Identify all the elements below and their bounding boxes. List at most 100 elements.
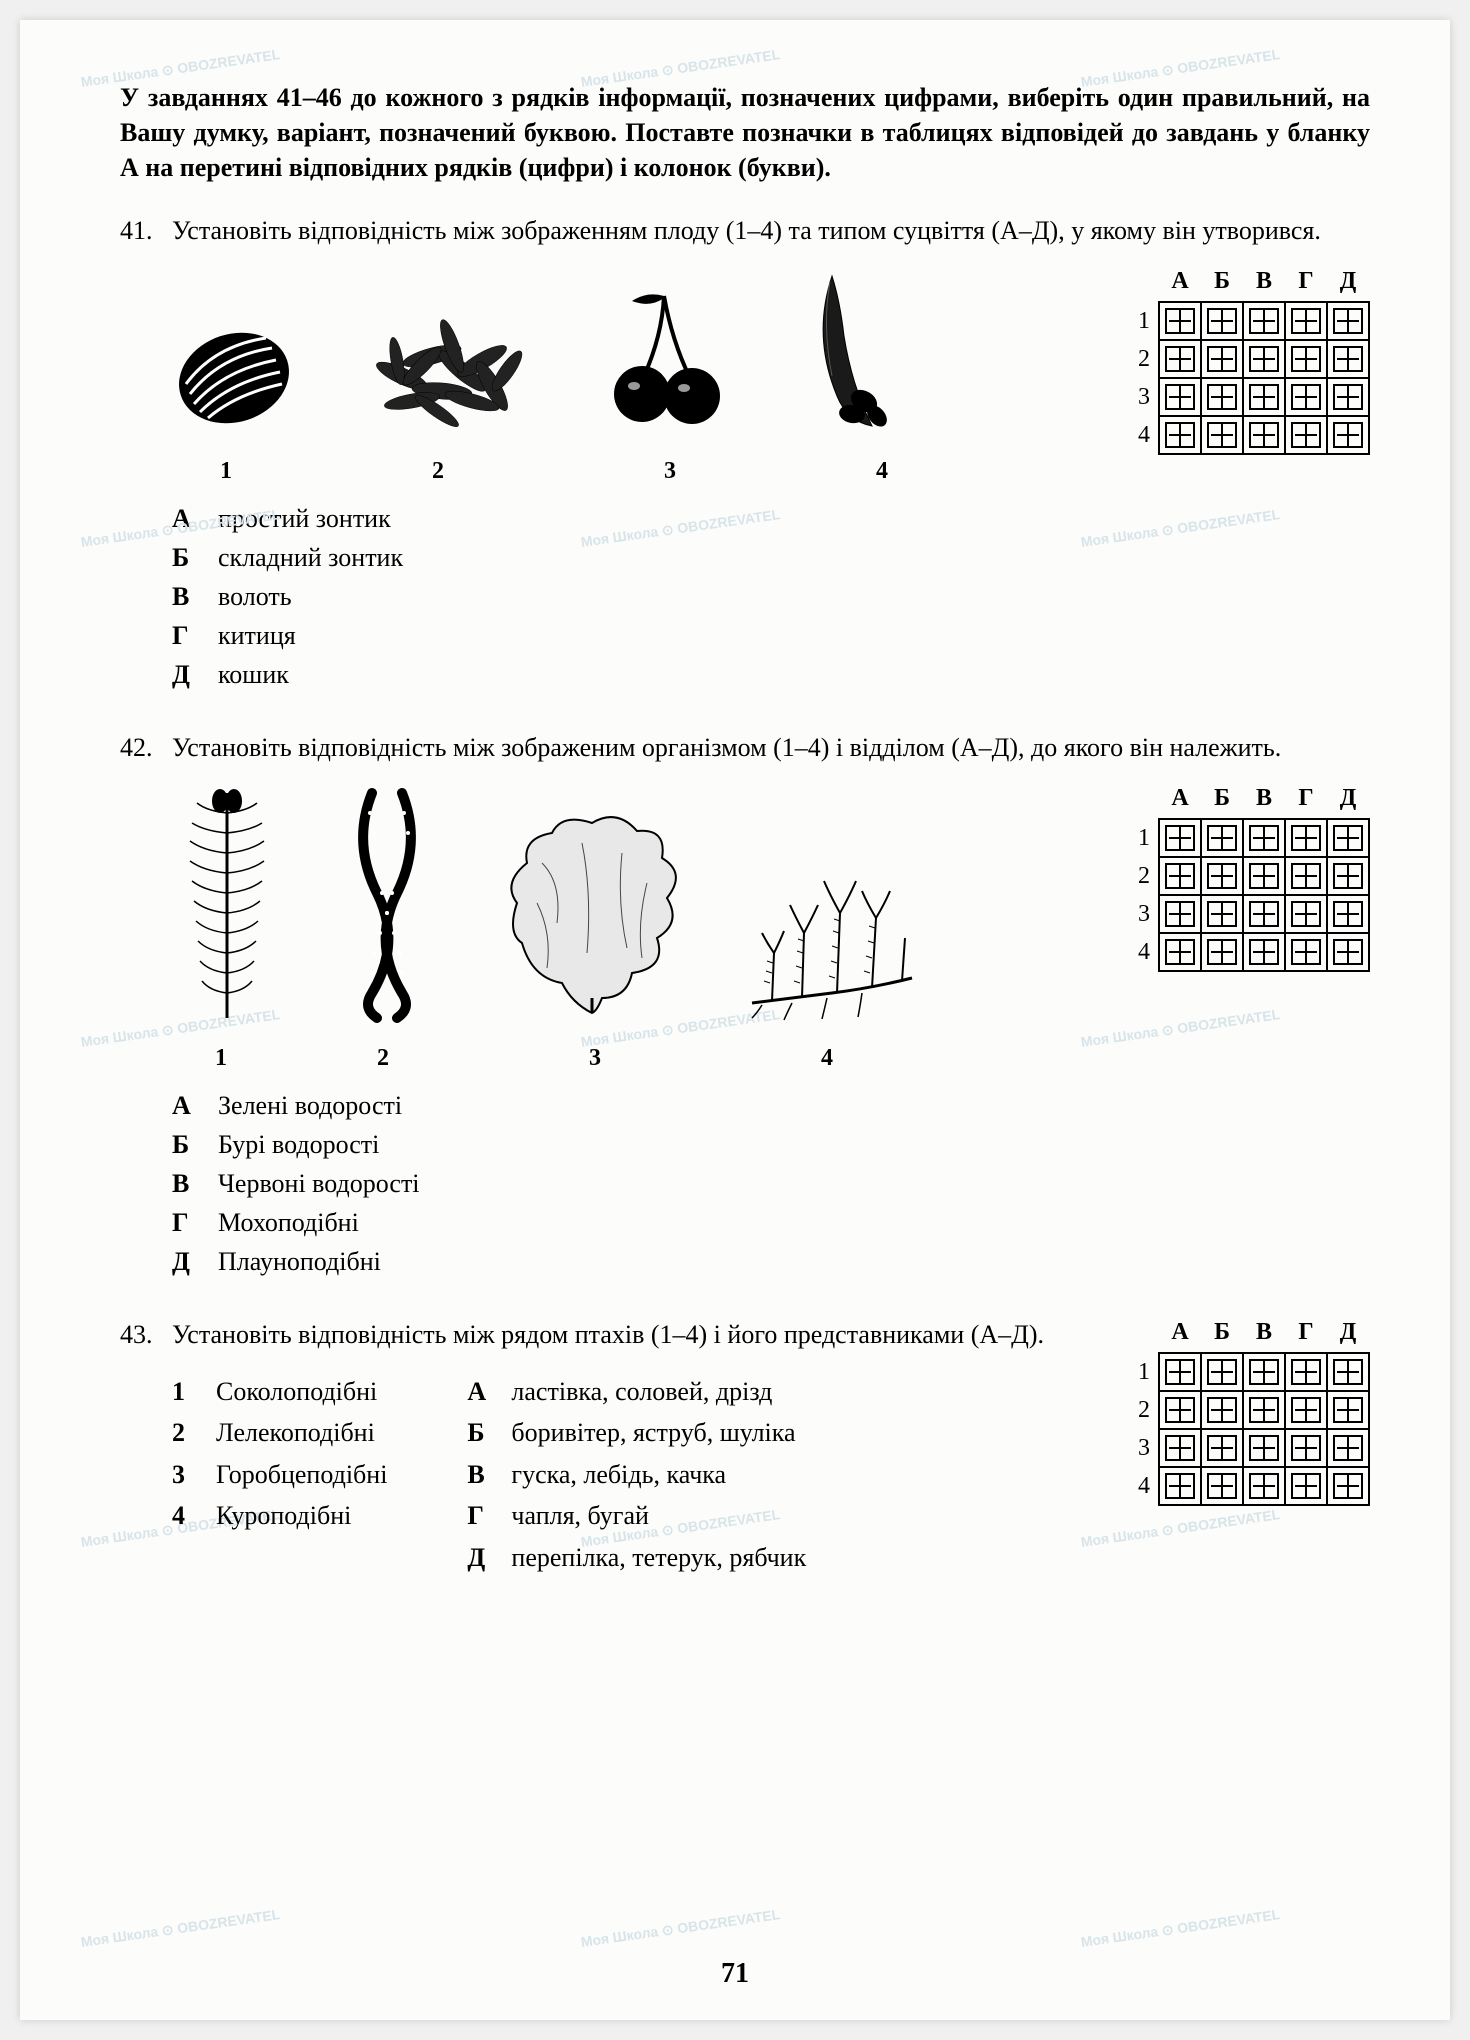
grid-row: 3 — [1138, 1429, 1159, 1467]
q41-img-4 — [782, 266, 912, 448]
grid-cell[interactable] — [1327, 340, 1369, 378]
grid-cell[interactable] — [1243, 819, 1285, 857]
grid-cell[interactable] — [1159, 1429, 1201, 1467]
grid-cell[interactable] — [1327, 378, 1369, 416]
grid-cell[interactable] — [1201, 1353, 1243, 1391]
grid-cell[interactable] — [1159, 895, 1201, 933]
grid-cell[interactable] — [1285, 895, 1327, 933]
grid-cell[interactable] — [1243, 1353, 1285, 1391]
bean-pod-icon — [782, 266, 912, 436]
grid-cell[interactable] — [1327, 819, 1369, 857]
grid-cell[interactable] — [1201, 1429, 1243, 1467]
grid-cell[interactable] — [1243, 302, 1285, 340]
grid-cell[interactable] — [1243, 378, 1285, 416]
grid-cell[interactable] — [1285, 1391, 1327, 1429]
grid-cell[interactable] — [1201, 895, 1243, 933]
question-text: Установіть відповідність між зображенням… — [172, 213, 1370, 248]
grid-cell[interactable] — [1159, 819, 1201, 857]
grid-cell[interactable] — [1159, 378, 1201, 416]
grid-cell[interactable] — [1327, 895, 1369, 933]
opt-letter: В — [172, 1164, 218, 1203]
grid-row: 3 — [1138, 378, 1159, 416]
grid-col: Д — [1327, 783, 1369, 819]
grid-cell[interactable] — [1285, 340, 1327, 378]
q42-answer-grid: А Б В Г Д 1 2 3 4 — [1138, 783, 1370, 972]
grid-cell[interactable] — [1159, 416, 1201, 454]
item-num: 1 — [172, 1371, 216, 1413]
grid-cell[interactable] — [1159, 933, 1201, 971]
grid-cell[interactable] — [1159, 857, 1201, 895]
grid-cell[interactable] — [1159, 1391, 1201, 1429]
grid-cell[interactable] — [1201, 1467, 1243, 1505]
grid-cell[interactable] — [1159, 302, 1201, 340]
grid-row: 3 — [1138, 895, 1159, 933]
grid-col: В — [1243, 783, 1285, 819]
opt-text: ластівка, соловей, дрізд — [511, 1371, 772, 1413]
grid-col: В — [1243, 266, 1285, 302]
grid-col: Г — [1285, 266, 1327, 302]
opt-letter: Б — [172, 1125, 218, 1164]
grid-cell[interactable] — [1201, 857, 1243, 895]
grid-cell[interactable] — [1327, 416, 1369, 454]
opt-text: перепілка, тетерук, рябчик — [511, 1537, 806, 1579]
q41-img-3 — [592, 286, 742, 448]
rice-grains-icon — [342, 306, 552, 436]
grid-cell[interactable] — [1327, 1429, 1369, 1467]
grid-col: А — [1159, 1317, 1201, 1353]
grid-col: Д — [1327, 266, 1369, 302]
grid-cell[interactable] — [1285, 1353, 1327, 1391]
q42-img-2 — [322, 783, 452, 1035]
q42-images: А Б В Г Д 1 2 3 4 — [120, 783, 1370, 1035]
grid-cell[interactable] — [1285, 378, 1327, 416]
grid-cell[interactable] — [1201, 1391, 1243, 1429]
grid-cell[interactable] — [1327, 1391, 1369, 1429]
grid-cell[interactable] — [1159, 1467, 1201, 1505]
grid-cell[interactable] — [1201, 378, 1243, 416]
grid-cell[interactable] — [1201, 416, 1243, 454]
grid-row: 2 — [1138, 340, 1159, 378]
grid-cell[interactable] — [1243, 895, 1285, 933]
grid-cell[interactable] — [1243, 1391, 1285, 1429]
grid-cell[interactable] — [1327, 1353, 1369, 1391]
opt-text: волоть — [218, 577, 292, 616]
grid-cell[interactable] — [1243, 933, 1285, 971]
grid-col: Б — [1201, 783, 1243, 819]
grid-cell[interactable] — [1159, 1353, 1201, 1391]
grid-cell[interactable] — [1285, 1429, 1327, 1467]
grid-cell[interactable] — [1285, 1467, 1327, 1505]
grid-cell[interactable] — [1243, 416, 1285, 454]
grid-row: 4 — [1138, 416, 1159, 454]
grid-cell[interactable] — [1201, 933, 1243, 971]
moss-plant-icon — [172, 783, 282, 1023]
grid-row: 4 — [1138, 1467, 1159, 1505]
grid-cell[interactable] — [1243, 1429, 1285, 1467]
item-text: Куроподібні — [216, 1495, 351, 1537]
grid-cell[interactable] — [1285, 416, 1327, 454]
grid-cell[interactable] — [1201, 340, 1243, 378]
item-num: 2 — [172, 1412, 216, 1454]
q43-right-col: Аластівка, соловей, дрізд Бборивітер, яс… — [467, 1371, 806, 1579]
grid-cell[interactable] — [1243, 340, 1285, 378]
grid-cell[interactable] — [1285, 857, 1327, 895]
grid-cell[interactable] — [1327, 933, 1369, 971]
grid-cell[interactable] — [1243, 1467, 1285, 1505]
question-42: 42. Установіть відповідність між зображе… — [120, 730, 1370, 1281]
grid-cell[interactable] — [1201, 819, 1243, 857]
grid-cell[interactable] — [1159, 340, 1201, 378]
question-number: 41. — [120, 213, 172, 248]
q41-images: А Б В Г Д 1 2 3 4 — [120, 266, 1370, 448]
grid-cell[interactable] — [1243, 857, 1285, 895]
opt-letter: В — [467, 1454, 511, 1496]
grid-cell[interactable] — [1285, 933, 1327, 971]
question-text: Установіть відповідність між зображеним … — [172, 730, 1370, 765]
opt-text: Червоні водорості — [218, 1164, 420, 1203]
q41-img-2 — [342, 306, 552, 448]
page-number: 71 — [721, 1958, 749, 1990]
grid-cell[interactable] — [1327, 1467, 1369, 1505]
grid-cell[interactable] — [1285, 819, 1327, 857]
grid-cell[interactable] — [1327, 857, 1369, 895]
grid-cell[interactable] — [1285, 302, 1327, 340]
opt-letter: Г — [467, 1495, 511, 1537]
grid-cell[interactable] — [1327, 302, 1369, 340]
grid-cell[interactable] — [1201, 302, 1243, 340]
